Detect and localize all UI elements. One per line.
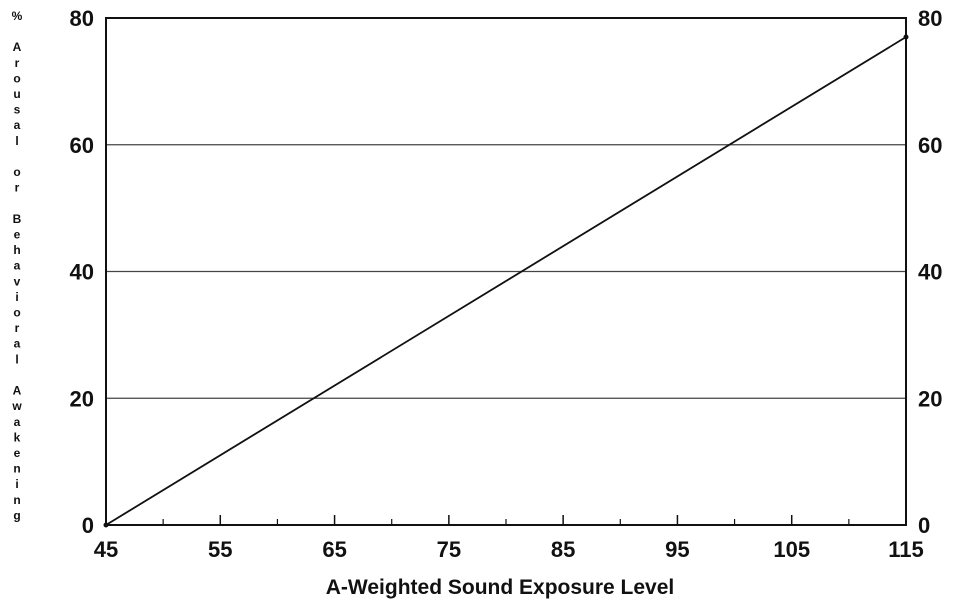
y-axis-title-char: r — [15, 321, 20, 335]
y2-tick-label-80: 80 — [918, 6, 942, 31]
y2-tick-label-20: 20 — [918, 386, 942, 411]
y-axis-title-char: B — [13, 212, 22, 226]
x-tick-label-75: 75 — [437, 537, 461, 562]
x-tick-label-95: 95 — [665, 537, 689, 562]
y-tick-label-40: 40 — [70, 260, 94, 285]
y-axis-title-char: s — [14, 103, 21, 117]
y-axis-title-char: v — [14, 274, 21, 288]
y-axis-title-char: i — [15, 477, 18, 491]
y-axis-title-char: n — [13, 462, 20, 476]
grid-layer — [106, 144, 906, 399]
y-axis-title-char: e — [14, 446, 21, 460]
y-axis-title-char: a — [14, 415, 21, 429]
y-axis-title-char: i — [15, 290, 18, 304]
series-layer — [103, 34, 909, 528]
y-axis-title-char: k — [14, 430, 21, 444]
y-axis-title-char: h — [13, 243, 20, 257]
y-axis-title-char: o — [13, 306, 20, 320]
y-tick-label-20: 20 — [70, 386, 94, 411]
y2-tick-label-0: 0 — [918, 513, 930, 538]
y-tick-label-80: 80 — [70, 6, 94, 31]
y-axis-title-char: l — [15, 352, 18, 366]
x-tick-label-65: 65 — [322, 537, 346, 562]
x-tick-label-55: 55 — [208, 537, 232, 562]
y-axis-title-char: o — [13, 71, 20, 85]
x-tick-label-85: 85 — [551, 537, 575, 562]
x-axis-title: A-Weighted Sound Exposure Level — [326, 576, 675, 599]
x-tick-label-105: 105 — [773, 537, 810, 562]
ticks-layer — [105, 515, 907, 525]
series-line-0 — [105, 36, 907, 526]
y-axis-title-char: u — [13, 87, 20, 101]
y-tick-label-60: 60 — [70, 133, 94, 158]
y-axis-title-char: r — [15, 56, 20, 70]
y-axis-title-char: l — [15, 134, 18, 148]
series-point-0-0 — [103, 522, 109, 528]
y-axis-title-char: o — [13, 165, 20, 179]
y-axis-title-char: a — [14, 118, 21, 132]
y-axis-title-char: g — [13, 508, 20, 522]
y-axis-title-char: % — [12, 9, 23, 23]
y-axis-title-char: w — [11, 399, 22, 413]
y2-tick-label-40: 40 — [918, 260, 942, 285]
y-axis-title-char: A — [13, 384, 22, 398]
y-axis-title-char: a — [14, 259, 21, 273]
y-axis-title-char: A — [13, 40, 22, 54]
y-axis-title-char: r — [15, 181, 20, 195]
y-axis-title-char: n — [13, 493, 20, 507]
y-axis-title-char: a — [14, 337, 21, 351]
series-point-0-1 — [903, 34, 909, 40]
y-axis-title-char: e — [14, 227, 21, 241]
y-tick-label-0: 0 — [82, 513, 94, 538]
y2-tick-label-60: 60 — [918, 133, 942, 158]
x-tick-label-115: 115 — [888, 537, 924, 562]
x-tick-label-45: 45 — [94, 537, 118, 562]
